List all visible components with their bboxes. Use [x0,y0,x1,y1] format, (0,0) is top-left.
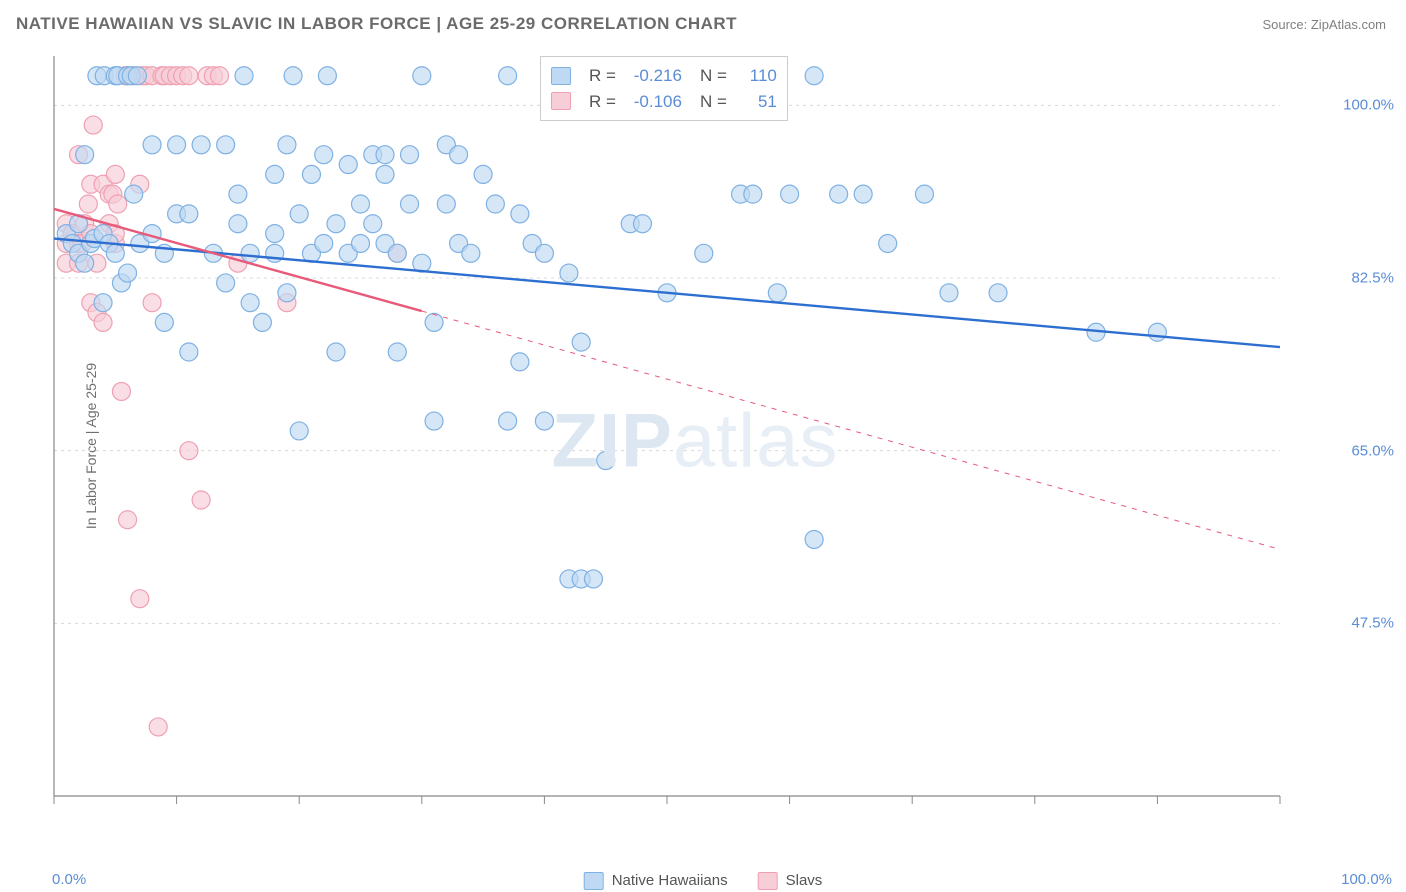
plot-svg [50,56,1340,826]
y-tick-label: 47.5% [1351,615,1394,632]
r-label: R = [589,89,616,115]
legend-item: Native Hawaiians [584,872,728,890]
scatter-plot: ZIPatlas [50,56,1340,826]
n-label: N = [700,89,727,115]
page-title: NATIVE HAWAIIAN VS SLAVIC IN LABOR FORCE… [16,14,737,34]
y-tick-label: 100.0% [1343,97,1394,114]
n-value: 110 [737,63,777,89]
n-value: 51 [737,89,777,115]
stats-swatch [551,92,571,110]
stats-box: R = -0.216 N = 110 R = -0.106 N = 51 [540,56,788,121]
bottom-legend: Native Hawaiians Slavs [584,872,823,890]
stats-row: R = -0.106 N = 51 [551,89,777,115]
r-value: -0.216 [626,63,682,89]
x-tick-max: 100.0% [1341,871,1392,888]
y-tick-label: 82.5% [1351,270,1394,287]
r-value: -0.106 [626,89,682,115]
legend-swatch [758,872,778,890]
source-label: Source: ZipAtlas.com [1262,17,1386,32]
stats-swatch [551,67,571,85]
x-tick-min: 0.0% [52,871,86,888]
n-label: N = [700,63,727,89]
stats-row: R = -0.216 N = 110 [551,63,777,89]
legend-swatch [584,872,604,890]
y-tick-label: 65.0% [1351,442,1394,459]
r-label: R = [589,63,616,89]
legend-item: Slavs [758,872,823,890]
